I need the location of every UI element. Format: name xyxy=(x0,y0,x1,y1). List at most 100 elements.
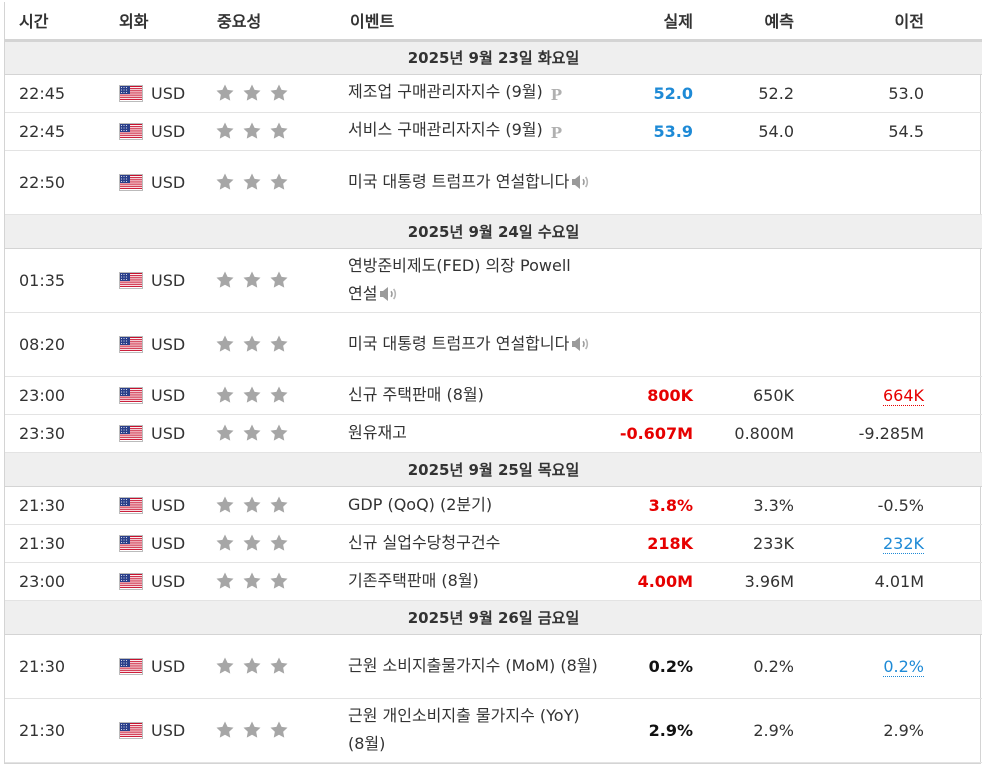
speaker-icon[interactable] xyxy=(571,171,591,189)
star-icon xyxy=(269,495,289,515)
star-icon xyxy=(242,334,262,354)
event-previous: 4.01M xyxy=(798,562,982,601)
star-icon xyxy=(269,385,289,405)
us-flag-icon xyxy=(120,174,142,190)
us-flag-icon xyxy=(120,535,142,551)
actual-value: -0.607M xyxy=(619,423,693,443)
economic-calendar: 시간 외화 중요성 이벤트 실제 예측 이전 2025년 9월 23일 화요일 2… xyxy=(4,2,982,764)
day-header-row: 2025년 9월 24일 수요일 xyxy=(5,214,982,249)
star-icon xyxy=(242,495,262,515)
event-name-cell[interactable]: 근원 소비지출물가지수 (MoM) (8월) xyxy=(336,634,603,699)
event-name-cell[interactable]: GDP (QoQ) (2분기) xyxy=(336,486,603,525)
event-name-cell[interactable]: 연방준비제도(FED) 의장 Powell 연설 xyxy=(336,248,603,313)
calendar-table: 시간 외화 중요성 이벤트 실제 예측 이전 2025년 9월 23일 화요일 2… xyxy=(5,2,982,763)
event-name-cell[interactable]: 원유재고 xyxy=(336,414,603,453)
star-icon xyxy=(215,270,235,290)
star-icon xyxy=(215,423,235,443)
star-icon xyxy=(242,720,262,740)
currency-code: USD xyxy=(151,270,186,290)
header-forecast: 예측 xyxy=(697,2,798,42)
event-row[interactable]: 22:45 USD 제조업 구매관리자지수 (9월) P 52.0 52.2 53.0 xyxy=(5,74,982,113)
speaker-icon[interactable] xyxy=(379,283,399,301)
us-flag-icon xyxy=(120,425,142,441)
previous-revised[interactable]: 232K xyxy=(882,533,924,554)
currency-code: USD xyxy=(151,172,186,192)
us-flag-icon xyxy=(120,336,142,352)
event-row[interactable]: 22:45 USD 서비스 구매관리자지수 (9월) P 53.9 54.0 54.5 xyxy=(5,112,982,151)
header-currency: 외화 xyxy=(105,2,203,42)
event-importance xyxy=(203,150,336,215)
event-currency: USD xyxy=(105,248,203,313)
currency-code: USD xyxy=(151,83,186,103)
event-name[interactable]: 제조업 구매관리자지수 (9월) xyxy=(348,81,543,101)
currency-code: USD xyxy=(151,334,186,354)
event-actual: 2.9% xyxy=(603,698,697,763)
star-icon xyxy=(215,533,235,553)
importance-stars xyxy=(215,334,289,354)
event-time: 08:20 xyxy=(5,312,105,377)
event-name-cell[interactable]: 신규 실업수당청구건수 xyxy=(336,524,603,563)
actual-value: 800K xyxy=(647,385,693,405)
event-actual: -0.607M xyxy=(603,414,697,453)
event-time: 01:35 xyxy=(5,248,105,313)
event-name-cell[interactable]: 제조업 구매관리자지수 (9월) P xyxy=(336,74,603,113)
event-name[interactable]: 미국 대통령 트럼프가 연설합니다 xyxy=(348,334,570,353)
event-name-cell[interactable]: 미국 대통령 트럼프가 연설합니다 xyxy=(336,312,603,377)
star-icon xyxy=(215,172,235,192)
event-row[interactable]: 23:00 USD 기존주택판매 (8월) 4.00M 3.96M 4.01M xyxy=(5,562,982,601)
actual-value: 0.2% xyxy=(648,656,693,676)
event-name[interactable]: 근원 개인소비지출 물가지수 (YoY) (8월) xyxy=(348,706,580,753)
previous-value: 53.0 xyxy=(888,83,924,103)
event-row[interactable]: 22:50 USD 미국 대통령 트럼프가 연설합니다 xyxy=(5,150,982,215)
event-row[interactable]: 08:20 USD 미국 대통령 트럼프가 연설합니다 xyxy=(5,312,982,377)
event-name[interactable]: 연방준비제도(FED) 의장 Powell 연설 xyxy=(348,256,571,303)
speaker-icon[interactable] xyxy=(571,333,591,351)
event-row[interactable]: 01:35 USD 연방준비제도(FED) 의장 Powell 연설 xyxy=(5,248,982,313)
day-header-row: 2025년 9월 25일 목요일 xyxy=(5,452,982,487)
preliminary-icon[interactable]: P xyxy=(550,85,563,104)
event-name[interactable]: 원유재고 xyxy=(348,423,407,442)
star-icon xyxy=(269,533,289,553)
currency-code: USD xyxy=(151,121,186,141)
preliminary-icon[interactable]: P xyxy=(550,123,563,142)
star-icon xyxy=(242,121,262,141)
actual-value: 218K xyxy=(647,533,693,553)
event-name[interactable]: 신규 실업수당청구건수 xyxy=(348,533,501,552)
event-name[interactable]: GDP (QoQ) (2분기) xyxy=(348,495,493,514)
event-name-cell[interactable]: 서비스 구매관리자지수 (9월) P xyxy=(336,112,603,151)
event-row[interactable]: 21:30 USD 근원 소비지출물가지수 (MoM) (8월) 0.2% 0.2% 0.… xyxy=(5,634,982,699)
event-time: 21:30 xyxy=(5,486,105,525)
event-row[interactable]: 21:30 USD 근원 개인소비지출 물가지수 (YoY) (8월) 2.9% 2.9… xyxy=(5,698,982,763)
event-previous: 0.2% xyxy=(798,634,982,699)
star-icon xyxy=(269,423,289,443)
event-currency: USD xyxy=(105,524,203,563)
day-label: 2025년 9월 23일 화요일 xyxy=(5,40,982,75)
event-name[interactable]: 근원 소비지출물가지수 (MoM) (8월) xyxy=(348,656,598,675)
star-icon xyxy=(269,83,289,103)
event-name-cell[interactable]: 미국 대통령 트럼프가 연설합니다 xyxy=(336,150,603,215)
event-row[interactable]: 23:30 USD 원유재고 -0.607M 0.800M -9.285M xyxy=(5,414,982,453)
day-label: 2025년 9월 24일 수요일 xyxy=(5,214,982,249)
event-row[interactable]: 21:30 USD 신규 실업수당청구건수 218K 233K 232K xyxy=(5,524,982,563)
star-icon xyxy=(242,656,262,676)
event-name[interactable]: 서비스 구매관리자지수 (9월) xyxy=(348,119,543,139)
event-forecast: 0.2% xyxy=(697,634,798,699)
event-name[interactable]: 신규 주택판매 (8월) xyxy=(348,385,484,404)
star-icon xyxy=(215,334,235,354)
event-name-cell[interactable]: 신규 주택판매 (8월) xyxy=(336,376,603,415)
event-time: 23:30 xyxy=(5,414,105,453)
event-time: 21:30 xyxy=(5,524,105,563)
star-icon xyxy=(242,270,262,290)
previous-revised[interactable]: 0.2% xyxy=(883,656,924,677)
event-row[interactable]: 21:30 USD GDP (QoQ) (2분기) 3.8% 3.3% -0.5% xyxy=(5,486,982,525)
currency-code: USD xyxy=(151,533,186,553)
event-name-cell[interactable]: 기존주택판매 (8월) xyxy=(336,562,603,601)
event-name-cell[interactable]: 근원 개인소비지출 물가지수 (YoY) (8월) xyxy=(336,698,603,763)
previous-revised[interactable]: 664K xyxy=(882,385,924,406)
event-forecast xyxy=(697,312,798,377)
event-name[interactable]: 기존주택판매 (8월) xyxy=(348,571,479,590)
event-name[interactable]: 미국 대통령 트럼프가 연설합니다 xyxy=(348,172,570,191)
event-forecast: 3.3% xyxy=(697,486,798,525)
event-time: 23:00 xyxy=(5,376,105,415)
event-row[interactable]: 23:00 USD 신규 주택판매 (8월) 800K 650K 664K xyxy=(5,376,982,415)
